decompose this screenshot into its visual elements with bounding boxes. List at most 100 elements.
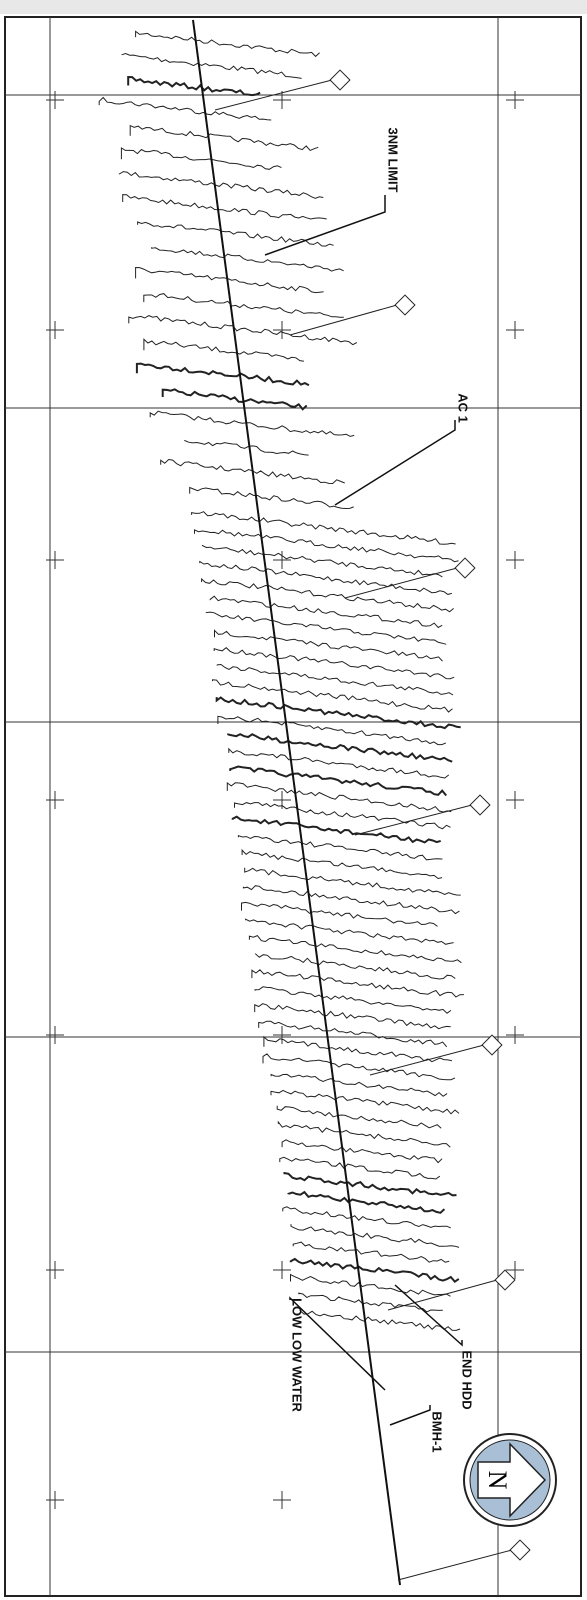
contour: [292, 1241, 450, 1263]
cross: [273, 321, 291, 339]
contour: [143, 338, 304, 362]
contour: [212, 679, 453, 713]
contour: [229, 765, 447, 797]
contour: [254, 986, 452, 1014]
contour: [120, 147, 282, 170]
cable-route: [192, 19, 401, 1586]
contour: [151, 247, 344, 272]
station-diamond: [469, 794, 491, 816]
cross: [506, 551, 524, 569]
cross: [273, 1491, 291, 1509]
contour: [209, 595, 443, 629]
header-strip: [0, 0, 587, 14]
contour: [251, 969, 464, 998]
contour: [270, 1073, 448, 1097]
contour: [201, 577, 454, 613]
cross: [506, 791, 524, 809]
north-label: N: [483, 1471, 512, 1490]
contour: [258, 1020, 448, 1048]
contour: [287, 1190, 446, 1214]
contour: [189, 486, 354, 510]
contour: [191, 511, 456, 545]
contour: [228, 747, 450, 779]
contour: [231, 815, 441, 844]
contour: [143, 293, 344, 318]
cross: [506, 91, 524, 109]
contour: [241, 848, 443, 880]
contour: [135, 362, 310, 387]
contour: [254, 953, 456, 980]
contour: [237, 835, 443, 861]
contour: [226, 782, 452, 813]
cable-label: AC 1: [456, 393, 471, 423]
cross: [273, 551, 291, 569]
station-diamond: [494, 1269, 516, 1291]
contour: [128, 315, 358, 346]
cross: [46, 1026, 64, 1044]
cross: [273, 1261, 291, 1279]
contour: [199, 560, 452, 595]
cross: [46, 1491, 64, 1509]
contour: [149, 410, 355, 437]
contour: [290, 1273, 451, 1297]
contour: [290, 1224, 460, 1248]
cross: [273, 1026, 291, 1044]
cross: [273, 91, 291, 109]
station-diamond: [481, 1034, 503, 1056]
contour: [262, 1053, 456, 1081]
cross: [46, 321, 64, 339]
contour: [214, 629, 443, 662]
cross: [46, 791, 64, 809]
contour: [135, 30, 320, 58]
contours: [98, 30, 464, 1331]
contour: [98, 96, 272, 121]
contour: [129, 124, 319, 151]
contour: [241, 901, 438, 927]
contour: [283, 1171, 457, 1197]
contour: [161, 388, 308, 411]
leader: [289, 304, 398, 336]
contour: [121, 52, 302, 79]
leader: [397, 1549, 513, 1581]
leader: [344, 567, 458, 599]
cross: [46, 1261, 64, 1279]
contour: [277, 1120, 451, 1148]
contour: [263, 1035, 453, 1063]
low-water-label: LOW LOW WATER: [290, 1298, 305, 1412]
contour: [227, 733, 453, 763]
end-hdd-label: END HDD: [460, 1350, 475, 1409]
contour: [184, 440, 309, 456]
limit-label: 3NM LIMIT: [386, 128, 401, 193]
contour: [137, 221, 334, 247]
grid: [5, 17, 581, 1596]
contour: [118, 171, 324, 199]
cross: [506, 1261, 524, 1279]
contour: [276, 1105, 442, 1129]
contour: [279, 1156, 441, 1180]
contour: [270, 1089, 460, 1115]
station-diamond: [394, 294, 416, 316]
station-diamond: [509, 1539, 531, 1561]
label-leaders: [264, 195, 463, 1426]
contour: [242, 885, 460, 915]
leader: [214, 79, 333, 111]
contour: [298, 1292, 443, 1313]
leader: [387, 1279, 498, 1311]
contour: [217, 715, 447, 746]
contour: [234, 802, 451, 830]
contour: [215, 696, 461, 730]
north-arrow: N: [463, 1433, 557, 1527]
cross: [506, 1026, 524, 1044]
manhole-label: BMH-1: [430, 1411, 445, 1452]
cross: [46, 551, 64, 569]
contour: [254, 1003, 451, 1030]
contour: [248, 934, 462, 964]
contour: [289, 1257, 460, 1284]
contour: [194, 529, 459, 563]
grid-crosses: [46, 91, 524, 1509]
cross: [46, 91, 64, 109]
station-diamond: [329, 69, 351, 91]
contour: [205, 611, 447, 645]
contour: [282, 1206, 451, 1229]
